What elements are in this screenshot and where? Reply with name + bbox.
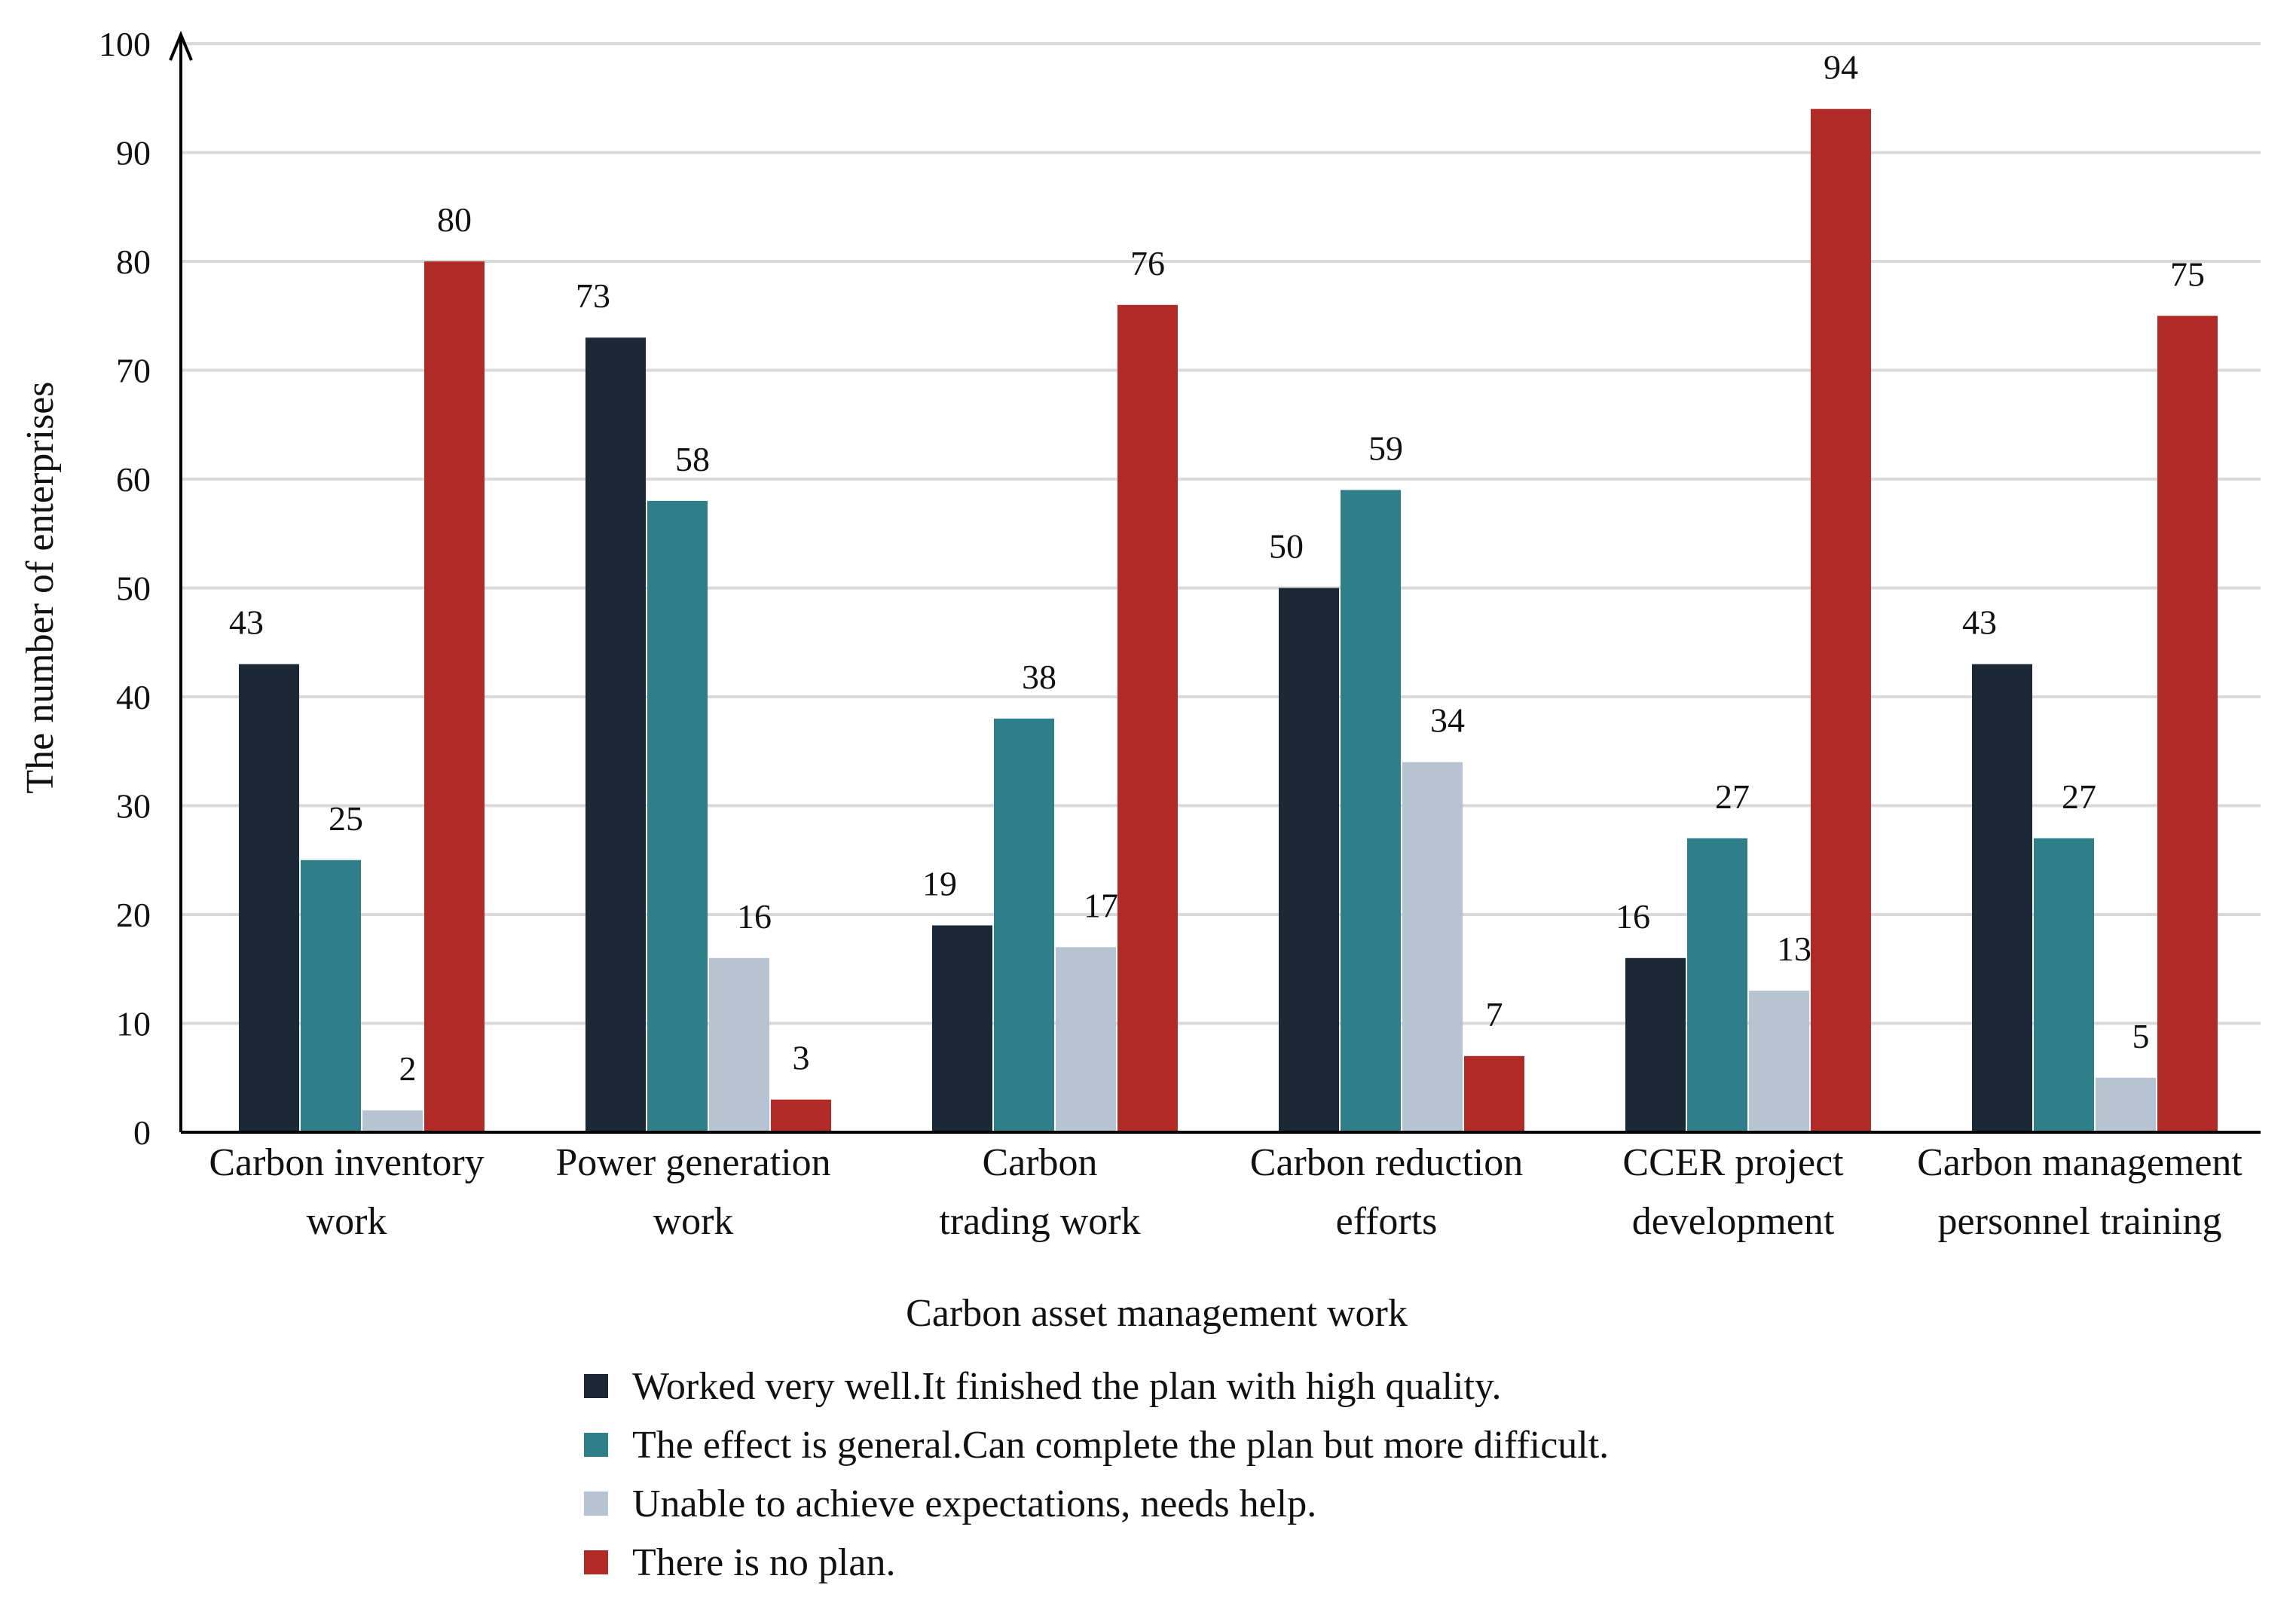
- bar-series1-cat3: [932, 925, 992, 1132]
- legend-swatch-1: [584, 1374, 608, 1398]
- data-label: 16: [737, 897, 772, 936]
- x-category-label: Power generation: [555, 1141, 830, 1184]
- bar-series1-cat2: [585, 337, 646, 1132]
- labels: 0102030405060708090100437319501643255838…: [19, 25, 2242, 1335]
- bar-series3-cat3: [1056, 947, 1116, 1132]
- x-category-label: personnel training: [1938, 1200, 2222, 1243]
- bar-series1-cat6: [1972, 664, 2032, 1132]
- x-category-label: Carbon: [982, 1141, 1097, 1184]
- axes: [169, 30, 2261, 1134]
- y-tick-label: 30: [116, 787, 151, 826]
- data-label: 59: [1368, 429, 1403, 467]
- data-label: 5: [2132, 1017, 2150, 1055]
- data-label: 17: [1084, 886, 1118, 924]
- y-tick-label: 50: [116, 569, 151, 608]
- data-label: 80: [437, 200, 472, 239]
- data-label: 43: [1962, 603, 1997, 642]
- data-label: 34: [1430, 701, 1465, 740]
- legend-label-4: There is no plan.: [632, 1541, 895, 1584]
- bar-series4-cat2: [771, 1099, 831, 1132]
- x-category-label: Carbon inventory: [209, 1141, 484, 1184]
- legend-swatch-4: [584, 1550, 608, 1574]
- data-label: 27: [2062, 777, 2096, 816]
- data-label: 2: [399, 1049, 417, 1088]
- bar-series2-cat1: [301, 860, 361, 1132]
- legend-swatch-3: [584, 1492, 608, 1516]
- bar-series2-cat6: [2034, 838, 2094, 1132]
- bar-series1-cat5: [1625, 957, 1686, 1132]
- bar-series3-cat4: [1402, 762, 1463, 1132]
- bar-series3-cat6: [2096, 1077, 2156, 1132]
- y-axis-title: The number of enterprises: [19, 381, 62, 793]
- data-label: 7: [1486, 995, 1503, 1034]
- data-label: 73: [576, 276, 610, 315]
- data-label: 50: [1269, 527, 1304, 566]
- bar-series2-cat4: [1341, 490, 1401, 1132]
- y-tick-label: 80: [116, 243, 151, 281]
- data-label: 94: [1824, 48, 1858, 87]
- data-label: 76: [1130, 244, 1165, 282]
- y-tick-label: 100: [99, 25, 151, 63]
- legend-swatch-2: [584, 1433, 608, 1457]
- bar-series2-cat2: [647, 500, 708, 1132]
- x-category-label: Carbon management: [1917, 1141, 2242, 1184]
- data-label: 38: [1022, 658, 1056, 696]
- legend-label-3: Unable to achieve expectations, needs he…: [632, 1482, 1316, 1525]
- y-tick-label: 40: [116, 678, 151, 716]
- bar-series3-cat2: [709, 957, 769, 1132]
- data-label: 43: [229, 603, 264, 642]
- bar-series2-cat5: [1687, 838, 1747, 1132]
- y-axis-arrow-icon: [169, 30, 193, 61]
- x-category-label: efforts: [1336, 1200, 1438, 1243]
- bars: [239, 108, 2218, 1133]
- y-tick-label: 0: [133, 1113, 151, 1152]
- x-category-label: CCER project: [1622, 1141, 1844, 1184]
- bar-series1-cat1: [239, 664, 299, 1132]
- gridlines: [181, 42, 2261, 1025]
- x-category-label: work: [653, 1200, 734, 1243]
- bar-series4-cat3: [1117, 304, 1178, 1132]
- y-tick-label: 20: [116, 896, 151, 934]
- bar-series4-cat6: [2157, 316, 2218, 1132]
- data-label: 75: [2170, 255, 2205, 293]
- data-label: 13: [1777, 930, 1811, 968]
- bar-series4-cat5: [1811, 108, 1871, 1133]
- x-category-label: trading work: [939, 1200, 1140, 1243]
- data-label: 3: [793, 1039, 810, 1077]
- bar-series4-cat4: [1464, 1055, 1524, 1132]
- data-label: 25: [329, 799, 363, 838]
- y-tick-label: 90: [116, 134, 151, 173]
- legend: Worked very well.It finished the plan wi…: [584, 1365, 1609, 1584]
- y-tick-label: 70: [116, 352, 151, 390]
- bar-series4-cat1: [424, 261, 485, 1132]
- x-axis-title: Carbon asset management work: [906, 1292, 1408, 1335]
- legend-label-1: Worked very well.It finished the plan wi…: [632, 1365, 1502, 1408]
- bar-series3-cat5: [1749, 991, 1809, 1132]
- data-label: 27: [1715, 777, 1750, 816]
- x-category-label: development: [1632, 1200, 1835, 1243]
- data-label: 19: [922, 864, 957, 902]
- bar-series1-cat4: [1279, 588, 1339, 1132]
- x-category-label: Carbon reduction: [1250, 1141, 1523, 1184]
- y-tick-label: 10: [116, 1005, 151, 1043]
- x-category-label: work: [307, 1200, 387, 1243]
- y-tick-label: 60: [116, 460, 151, 499]
- bar-series2-cat3: [994, 718, 1054, 1132]
- legend-label-2: The effect is general.Can complete the p…: [632, 1424, 1609, 1467]
- data-label: 58: [675, 440, 710, 478]
- bar-series3-cat1: [362, 1110, 423, 1132]
- data-label: 16: [1616, 897, 1650, 936]
